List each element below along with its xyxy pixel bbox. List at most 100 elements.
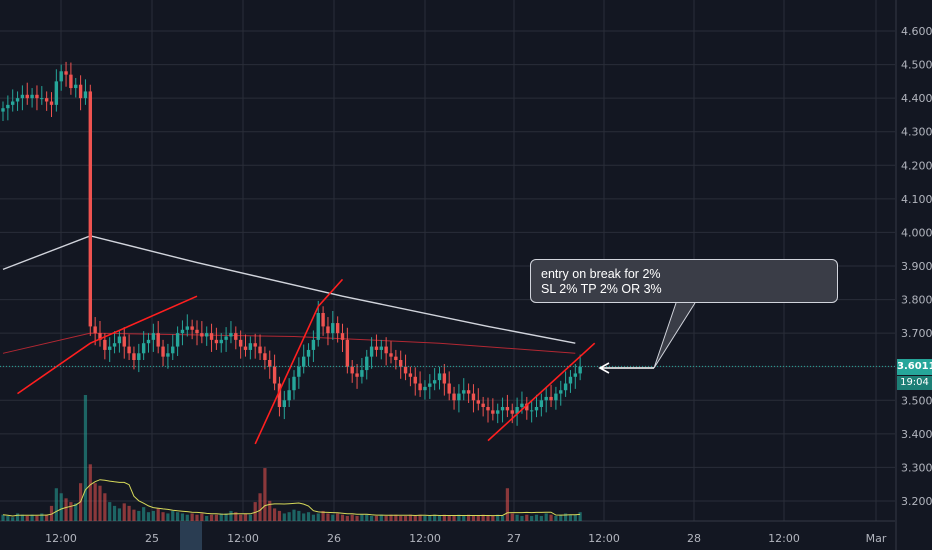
annotation-callout[interactable]: entry on break for 2% SL 2% TP 2% OR 3% [530, 259, 838, 303]
trendline-0 [17, 295, 198, 395]
candle-body-98 [476, 400, 480, 404]
candle-body-93 [452, 393, 456, 401]
volume-bar-71 [345, 515, 349, 521]
candle-body-80 [389, 353, 393, 357]
volume-bar-44 [214, 514, 218, 521]
volume-bar-54 [263, 468, 267, 521]
volume-bar-5 [25, 515, 29, 521]
volume-bar-68 [331, 514, 335, 521]
volume-bar-82 [399, 515, 403, 521]
candle-body-50 [243, 346, 248, 350]
volume-bar-39 [190, 513, 194, 521]
volume-bar-65 [316, 513, 320, 521]
candle-body-77 [374, 346, 379, 350]
volume-bar-113 [549, 514, 553, 521]
candle-body-76 [369, 346, 374, 357]
x-tick-label-1: 25 [145, 532, 159, 545]
candle-body-114 [554, 393, 558, 401]
candle-body-119 [578, 366, 582, 374]
candle-body-4 [20, 94, 25, 99]
volume-bar-73 [355, 515, 359, 521]
candle-body-40 [195, 329, 199, 334]
volume-bar-104 [505, 488, 509, 521]
volume-bar-56 [273, 508, 277, 521]
volume-bar-74 [360, 514, 364, 521]
candle-body-100 [486, 407, 490, 411]
candle-body-111 [539, 400, 544, 407]
x-tick-label-9: Mar [866, 532, 887, 545]
volume-bar-21 [103, 493, 107, 521]
volume-bar-84 [408, 514, 412, 521]
candle-body-12 [59, 71, 63, 82]
candle-body-41 [200, 333, 204, 337]
volume-bar-97 [471, 515, 476, 521]
candle-body-57 [277, 383, 282, 407]
volume-bar-34 [166, 513, 170, 521]
volume-bar-91 [442, 514, 446, 521]
volume-bar-119 [578, 512, 582, 521]
annotation-arrow [598, 362, 654, 374]
volume-bar-72 [350, 514, 354, 521]
volume-bar-45 [219, 513, 223, 521]
volume-bar-95 [462, 515, 466, 521]
x-tick-label-0: 12:00 [45, 532, 77, 545]
volume-bar-98 [476, 515, 480, 521]
candle-body-32 [156, 333, 160, 347]
volume-bar-115 [559, 514, 563, 521]
volume-bar-103 [500, 515, 505, 521]
volume-bar-118 [573, 514, 577, 521]
candle-body-47 [229, 333, 233, 337]
bar-countdown-label: 19:04 [897, 376, 932, 390]
candle-body-94 [457, 393, 461, 401]
time-axis-band [0, 521, 932, 550]
volume-bar-50 [243, 513, 248, 521]
volume-bar-70 [340, 514, 345, 521]
volume-bar-64 [311, 514, 315, 521]
candle-body-38 [185, 326, 189, 330]
candle-body-99 [481, 403, 485, 407]
volume-bar-67 [326, 513, 330, 521]
candle-body-67 [326, 326, 330, 334]
volume-bar-37 [180, 513, 185, 521]
candle-body-58 [282, 400, 286, 407]
candle-body-45 [219, 339, 223, 344]
volume-bar-7 [35, 515, 39, 521]
volume-bar-109 [530, 515, 534, 521]
volume-bar-3 [15, 513, 20, 521]
annotation-pointer [653, 302, 696, 369]
volume-bar-61 [297, 510, 301, 521]
volume-bar-6 [30, 514, 34, 521]
volume-bar-30 [146, 512, 151, 521]
candle-body-54 [263, 353, 267, 360]
volume-bar-38 [185, 514, 189, 521]
volume-bar-92 [447, 515, 451, 521]
y-tick-label-5: 4.1000 [901, 193, 932, 206]
moving-average-red [2, 332, 576, 354]
candle-body-52 [253, 343, 257, 347]
volume-bar-114 [554, 515, 558, 521]
candle-body-18 [88, 91, 92, 327]
candle-body-90 [437, 373, 442, 381]
candle-body-95 [462, 390, 466, 394]
candle-body-37 [180, 329, 185, 334]
candle-body-87 [423, 386, 427, 391]
volume-bar-52 [253, 502, 257, 521]
candle-body-13 [64, 71, 68, 75]
annotation-line-2: SL 2% TP 2% OR 3% [541, 282, 662, 296]
candle-body-91 [442, 373, 447, 384]
x-tick-label-2: 12:00 [227, 532, 259, 545]
candle-body-62 [302, 356, 306, 367]
volume-bar-81 [394, 514, 398, 521]
volume-bar-36 [176, 512, 180, 521]
candle-body-69 [335, 323, 340, 334]
volume-bar-47 [229, 510, 233, 521]
y-tick-label-1: 4.5000 [901, 59, 932, 72]
candle-body-21 [103, 339, 107, 350]
trendline-1 [254, 278, 344, 445]
volume-bar-100 [486, 515, 490, 521]
volume-bar-63 [306, 512, 311, 521]
y-tick-label-2: 4.4000 [901, 92, 932, 105]
y-tick-label-11: 3.5000 [901, 394, 932, 407]
volume-bar-40 [195, 514, 199, 521]
volume-bar-80 [389, 514, 393, 521]
